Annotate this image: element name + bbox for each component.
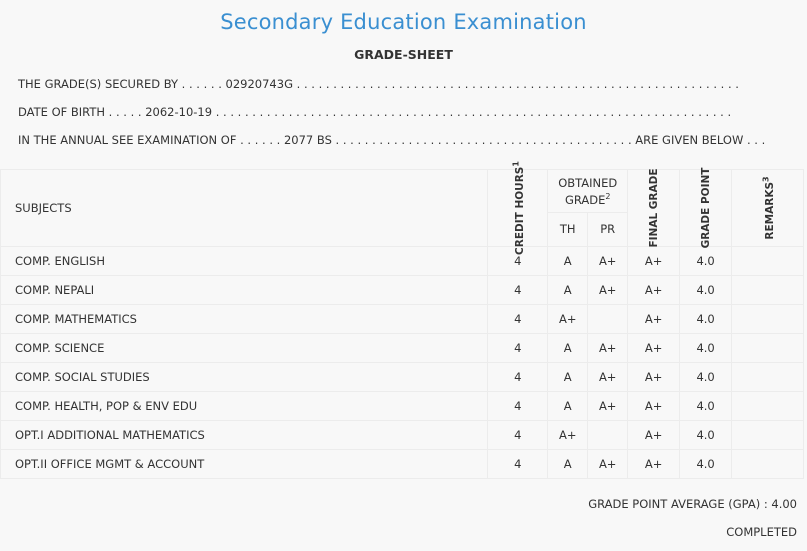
grade-point-cell: 4.0: [679, 449, 733, 479]
credit-hours-cell: 4: [487, 362, 549, 392]
credit-hours-cell: 4: [487, 420, 549, 450]
subject-name: COMP. ENGLISH: [0, 246, 489, 276]
table-row: COMP. HEALTH, POP & ENV EDU 4 A A+ A+ 4.…: [0, 391, 804, 421]
subject-name: COMP. NEPALI: [0, 275, 489, 305]
table-row: COMP. MATHEMATICS 4 A+ A+ 4.0: [0, 304, 804, 334]
final-grade-header: FINAL GRADE: [627, 168, 681, 248]
theory-grade-cell: A: [547, 362, 589, 392]
gpa-summary: GRADE POINT AVERAGE (GPA) : 4.00: [588, 497, 797, 511]
theory-grade-cell: A: [547, 275, 589, 305]
subjects-header: SUBJECTS: [0, 169, 489, 247]
final-grade-cell: A+: [627, 275, 681, 305]
practical-header: PR: [587, 211, 629, 248]
table-row: COMP. SOCIAL STUDIES 4 A A+ A+ 4.0: [0, 362, 804, 392]
subject-name: COMP. SCIENCE: [0, 333, 489, 363]
credit-hours-cell: 4: [487, 333, 549, 363]
remarks-cell: [731, 275, 804, 305]
practical-grade-cell: [587, 304, 629, 334]
table-row: COMP. NEPALI 4 A A+ A+ 4.0: [0, 275, 804, 305]
final-grade-cell: A+: [627, 420, 681, 450]
credit-hours-cell: 4: [487, 275, 549, 305]
secured-by-line: THE GRADE(S) SECURED BY . . . . . . 0292…: [18, 77, 739, 91]
grade-sheet-heading: GRADE-SHEET: [354, 47, 453, 62]
exam-line: IN THE ANNUAL SEE EXAMINATION OF . . . .…: [18, 133, 766, 147]
subject-name: OPT.I ADDITIONAL MATHEMATICS: [0, 420, 489, 450]
grade-point-cell: 4.0: [679, 275, 733, 305]
credit-hours-cell: 4: [487, 449, 549, 479]
grade-point-header: GRADE POINT: [679, 168, 733, 248]
remarks-cell: [731, 304, 804, 334]
grade-table: SUBJECTS CREDIT HOURS1 OBTAINED GRADE2 F…: [0, 161, 804, 479]
page-title: Secondary Education Examination: [220, 10, 587, 34]
grade-point-cell: 4.0: [679, 304, 733, 334]
theory-grade-cell: A: [547, 391, 589, 421]
final-grade-cell: A+: [627, 391, 681, 421]
theory-grade-cell: A: [547, 333, 589, 363]
final-grade-cell: A+: [627, 304, 681, 334]
theory-header: TH: [547, 211, 589, 248]
practical-grade-cell: A+: [587, 275, 629, 305]
remarks-cell: [731, 333, 804, 363]
theory-grade-cell: A: [547, 246, 589, 276]
table-row: COMP. ENGLISH 4 A A+ A+ 4.0: [0, 246, 804, 276]
subject-name: COMP. MATHEMATICS: [0, 304, 489, 334]
subject-name: OPT.II OFFICE MGMT & ACCOUNT: [0, 449, 489, 479]
date-of-birth-line: DATE OF BIRTH . . . . . 2062-10-19 . . .…: [18, 105, 732, 119]
practical-grade-cell: A+: [587, 333, 629, 363]
theory-grade-cell: A+: [547, 304, 589, 334]
table-row: OPT.II OFFICE MGMT & ACCOUNT 4 A A+ A+ 4…: [0, 449, 804, 479]
practical-grade-cell: [587, 420, 629, 450]
remarks-header: REMARKS3: [731, 169, 804, 247]
subject-name: COMP. HEALTH, POP & ENV EDU: [0, 391, 489, 421]
grade-point-cell: 4.0: [679, 391, 733, 421]
theory-grade-cell: A+: [547, 420, 589, 450]
practical-grade-cell: A+: [587, 362, 629, 392]
practical-grade-cell: A+: [587, 246, 629, 276]
grade-point-cell: 4.0: [679, 362, 733, 392]
theory-grade-cell: A: [547, 449, 589, 479]
table-row: OPT.I ADDITIONAL MATHEMATICS 4 A+ A+ 4.0: [0, 420, 804, 450]
obtained-grade-header: OBTAINED GRADE2: [547, 169, 629, 213]
remarks-cell: [731, 449, 804, 479]
grade-point-cell: 4.0: [679, 246, 733, 276]
final-grade-cell: A+: [627, 362, 681, 392]
remarks-cell: [731, 362, 804, 392]
remarks-cell: [731, 420, 804, 450]
subject-name: COMP. SOCIAL STUDIES: [0, 362, 489, 392]
final-grade-cell: A+: [627, 246, 681, 276]
remarks-cell: [731, 246, 804, 276]
remarks-cell: [731, 391, 804, 421]
final-grade-cell: A+: [627, 333, 681, 363]
grade-point-cell: 4.0: [679, 420, 733, 450]
practical-grade-cell: A+: [587, 391, 629, 421]
completion-status: COMPLETED: [726, 525, 797, 539]
grade-point-cell: 4.0: [679, 333, 733, 363]
practical-grade-cell: A+: [587, 449, 629, 479]
credit-hours-cell: 4: [487, 391, 549, 421]
credit-hours-cell: 4: [487, 304, 549, 334]
final-grade-cell: A+: [627, 449, 681, 479]
credit-hours-header: CREDIT HOURS1: [487, 161, 549, 255]
table-row: COMP. SCIENCE 4 A A+ A+ 4.0: [0, 333, 804, 363]
